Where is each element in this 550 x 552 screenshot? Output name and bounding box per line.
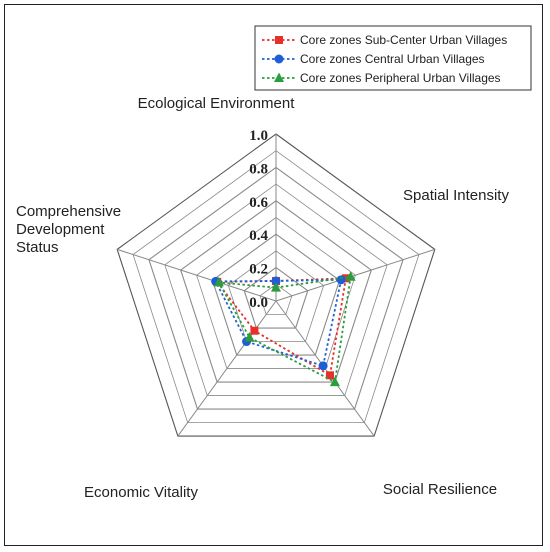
axis-label-line: Spatial Intensity bbox=[403, 187, 509, 204]
data-point bbox=[318, 361, 328, 371]
grid-ring bbox=[211, 233, 341, 356]
legend-entry: Core zones Peripheral Urban Villages bbox=[262, 71, 501, 85]
axis-label: Spatial Intensity bbox=[403, 187, 509, 204]
grid-ring bbox=[180, 200, 372, 383]
data-point bbox=[336, 275, 346, 285]
axis-label-line: Social Resilience bbox=[383, 481, 497, 498]
grid-ring bbox=[259, 283, 293, 315]
grid-ring bbox=[148, 166, 404, 410]
tick-label: 0.4 bbox=[249, 228, 268, 244]
tick-label: 1.0 bbox=[249, 128, 268, 144]
series-line bbox=[217, 275, 352, 384]
axis-label: Comprehensive Development Status bbox=[16, 203, 121, 256]
data-point bbox=[213, 276, 224, 287]
tick-label: 0.2 bbox=[249, 262, 268, 278]
series-line bbox=[215, 277, 347, 377]
grid-spoke bbox=[275, 248, 435, 302]
legend-entry: Core zones Central Urban Villages bbox=[262, 52, 485, 66]
series-line bbox=[214, 278, 343, 368]
data-point bbox=[244, 331, 255, 342]
series bbox=[213, 274, 350, 380]
axis-label-line: Comprehensive bbox=[16, 203, 121, 220]
data-point bbox=[274, 72, 284, 82]
grid-ring bbox=[164, 183, 388, 396]
grid-ring bbox=[132, 150, 420, 423]
axis-label: Ecological Environment bbox=[138, 95, 296, 112]
radial-tick-labels: 0.0 0.2 0.4 0.6 0.8 1.0 bbox=[249, 128, 268, 311]
axis-label: Economic Vitality bbox=[84, 484, 198, 501]
data-point bbox=[271, 282, 281, 292]
axis-label-line: Development bbox=[16, 221, 105, 238]
legend-box bbox=[254, 25, 532, 91]
data-point bbox=[275, 36, 283, 44]
grid-ring bbox=[243, 266, 309, 329]
legend: Core zones Sub-Center Urban Villages Core… bbox=[254, 25, 532, 91]
data-point bbox=[329, 376, 340, 387]
legend-label: Core zones Sub-Center Urban Villages bbox=[300, 33, 507, 47]
data-point bbox=[250, 326, 259, 335]
legend-entry: Core zones Sub-Center Urban Villages bbox=[262, 33, 507, 47]
data-point bbox=[345, 271, 356, 281]
axis-label-line: Economic Vitality bbox=[84, 484, 198, 501]
grid-spoke bbox=[117, 248, 277, 302]
radar-series bbox=[211, 271, 356, 387]
tick-label: 0.6 bbox=[249, 195, 268, 211]
grid-spoke bbox=[177, 300, 277, 437]
tick-label: 0.8 bbox=[249, 161, 268, 177]
tick-label: 0.0 bbox=[249, 295, 268, 311]
axis-label-line: Status bbox=[16, 239, 59, 256]
grid-ring bbox=[227, 250, 325, 342]
axis-label-line: Ecological Environment bbox=[138, 95, 296, 112]
axis-labels: Ecological Environment Spatial Intensity S… bbox=[16, 95, 509, 501]
grid-ring bbox=[196, 217, 356, 369]
data-point bbox=[325, 371, 334, 380]
grid-ring bbox=[116, 133, 436, 437]
legend-label: Core zones Peripheral Urban Villages bbox=[300, 71, 501, 85]
radar-grid bbox=[116, 133, 436, 437]
data-point bbox=[271, 276, 281, 286]
axis-label: Social Resilience bbox=[383, 481, 497, 498]
chart-frame bbox=[4, 4, 543, 546]
series bbox=[213, 271, 356, 387]
legend-label: Core zones Central Urban Villages bbox=[300, 52, 485, 66]
data-point bbox=[274, 54, 284, 64]
